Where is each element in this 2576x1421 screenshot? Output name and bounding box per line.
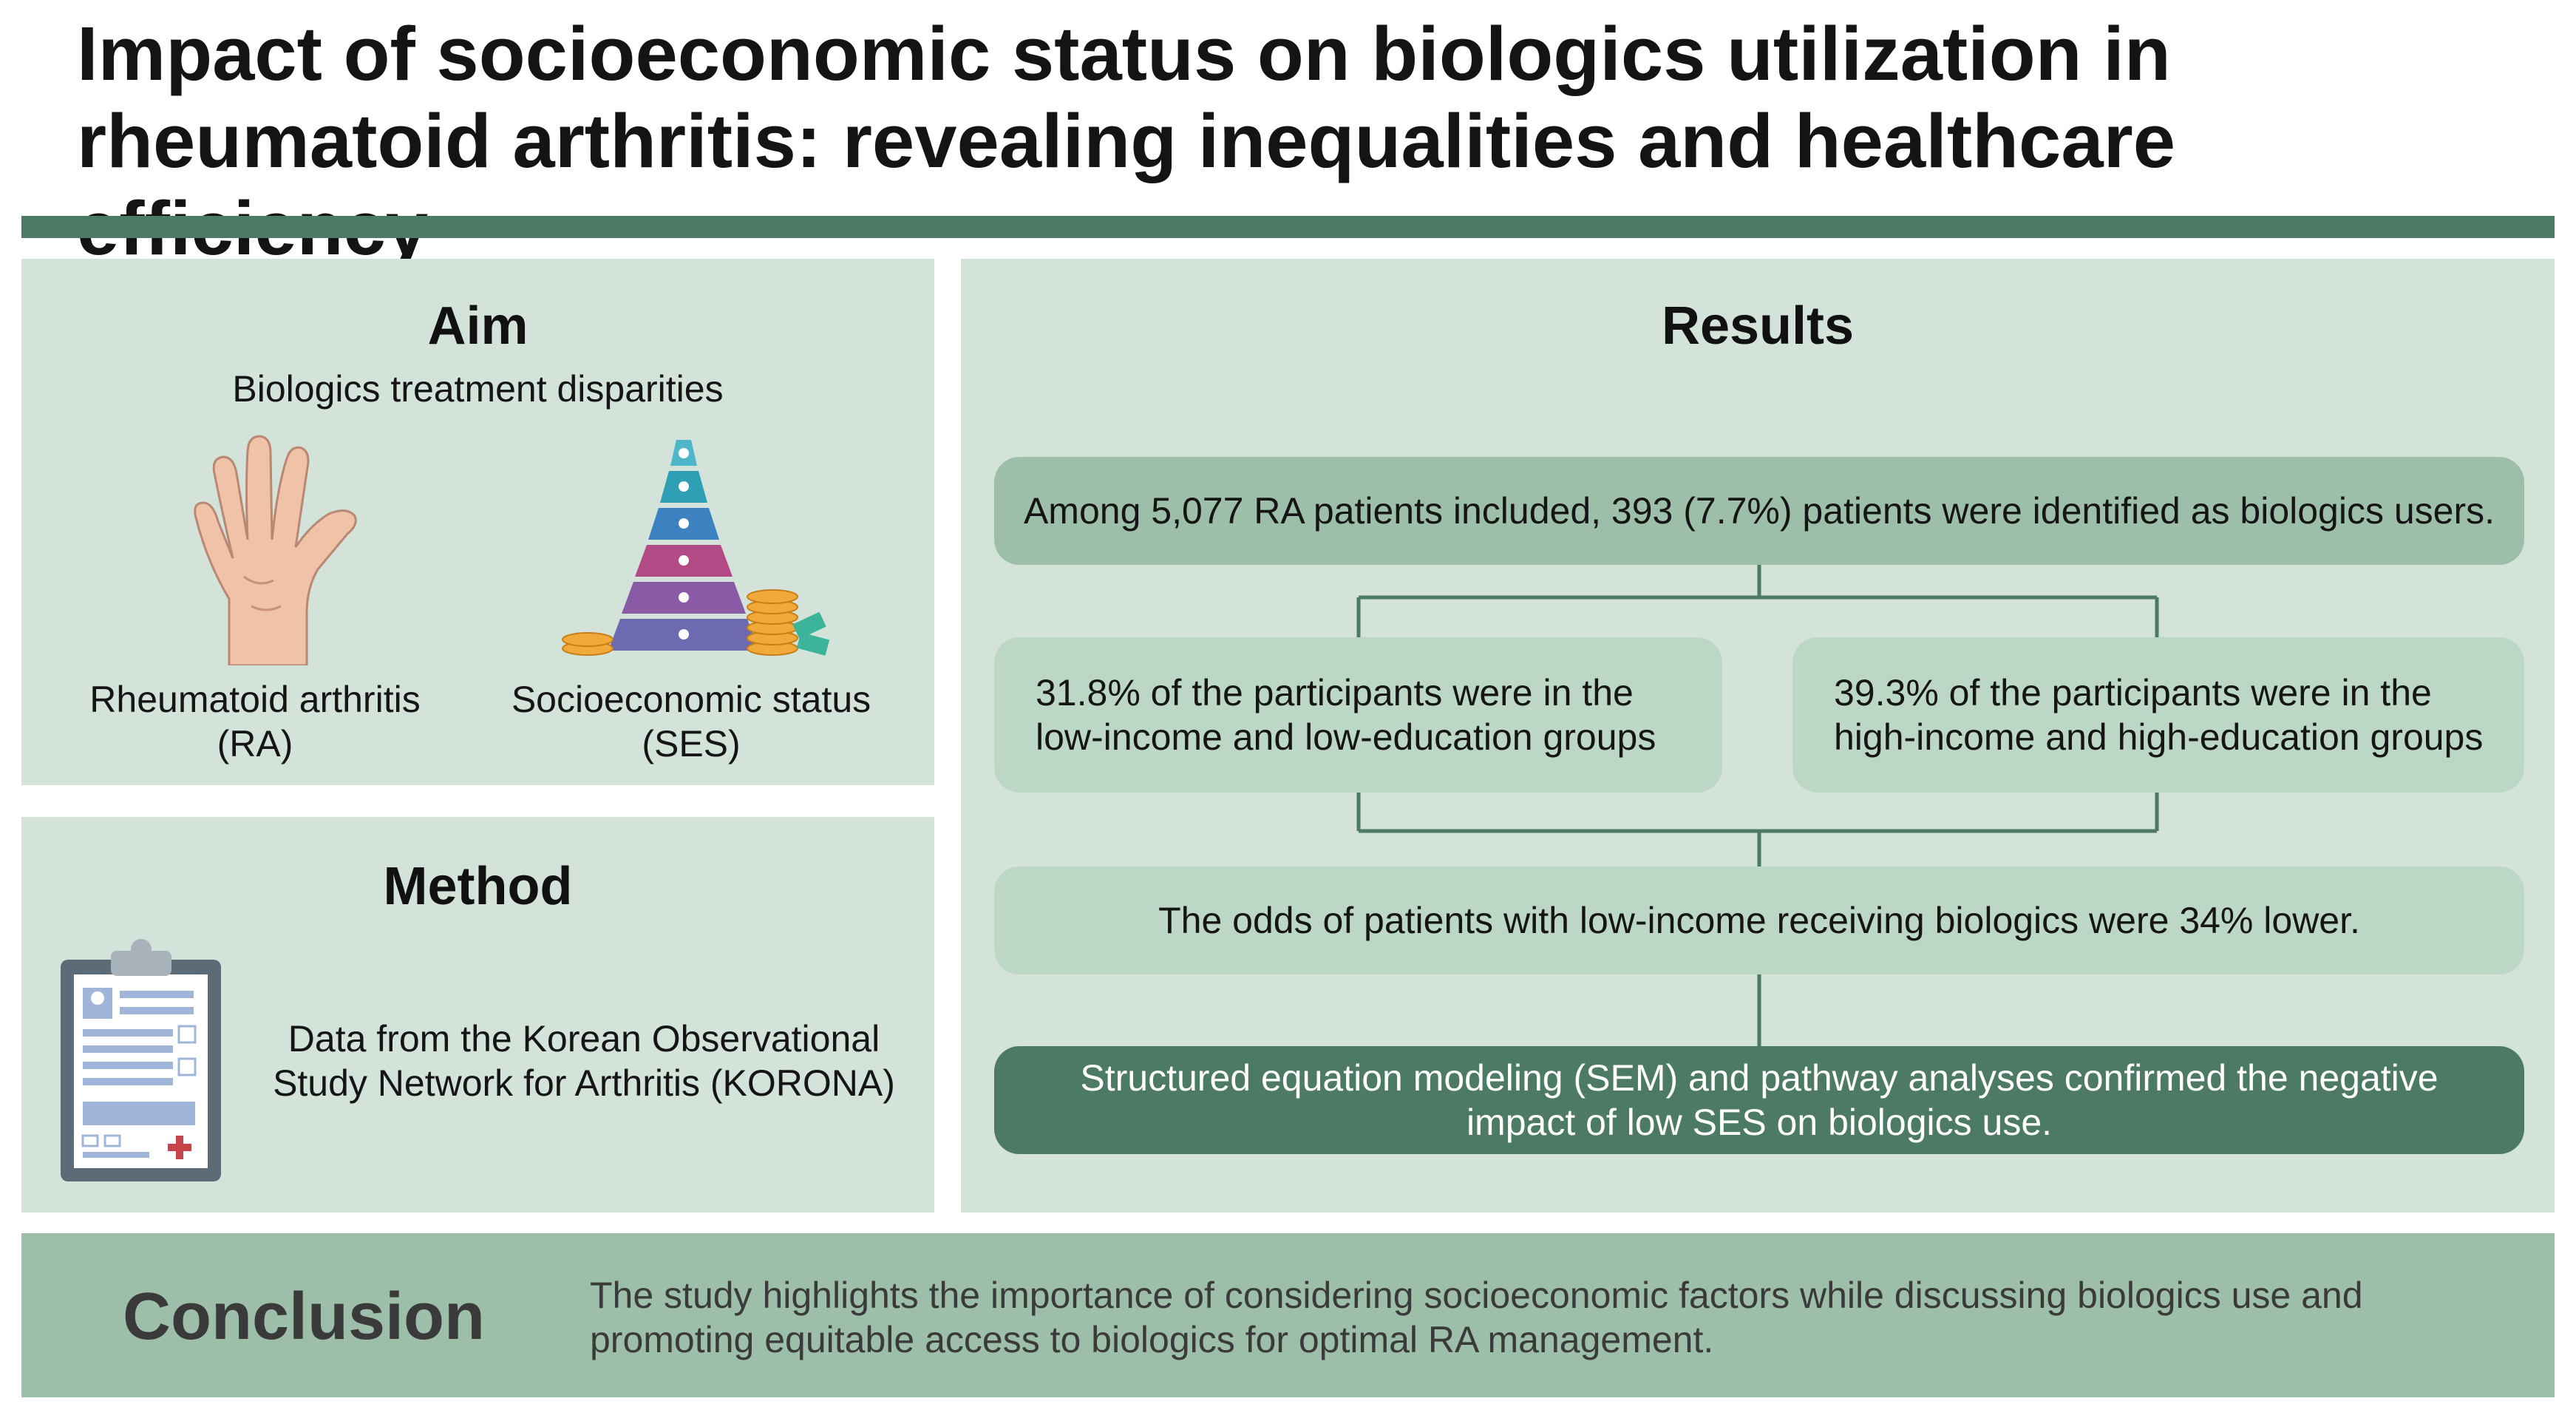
pyramid-icon	[562, 440, 830, 656]
title-line-1: Impact of socioeconomic status on biolog…	[77, 11, 2171, 96]
result-box-sem: Structured equation modeling (SEM) and p…	[994, 1046, 2524, 1154]
result-high-line-2: high-income and high-education groups	[1834, 716, 2484, 758]
result-low-line-1: 31.8% of the participants were in the	[1036, 672, 1634, 713]
conclusion-panel	[21, 1233, 2555, 1397]
result-included-text: Among 5,077 RA patients included, 393 (7…	[1023, 490, 2495, 532]
ra-label-line-1: Rheumatoid arthritis	[89, 679, 421, 720]
result-sem-line-1: Structured equation modeling (SEM) and p…	[1080, 1057, 2439, 1099]
conclusion-label: Conclusion	[123, 1280, 485, 1354]
ses-label-line-1: Socioeconomic status	[511, 679, 871, 720]
hand-icon	[194, 435, 357, 665]
result-sem-line-2: impact of low SES on biologics use.	[1466, 1102, 2053, 1143]
result-box-low-income: 31.8% of the participants were in the lo…	[994, 637, 1722, 793]
result-low-line-2: low-income and low-education groups	[1036, 716, 1656, 758]
result-box-included: Among 5,077 RA patients included, 393 (7…	[994, 457, 2524, 565]
clipboard-icon	[61, 939, 221, 1181]
ra-label-line-2: (RA)	[217, 723, 293, 764]
page-title: Impact of socioeconomic status on biolog…	[77, 10, 2516, 272]
results-heading: Results	[1661, 296, 1855, 356]
conclusion-text: The study highlights the importance of c…	[590, 1273, 2482, 1362]
title-divider	[21, 216, 2555, 238]
aim-heading: Aim	[427, 296, 529, 356]
conclusion-line-2: promoting equitable access to biologics …	[590, 1319, 1714, 1360]
result-odds-text: The odds of patients with low-income rec…	[1158, 900, 2360, 941]
method-heading: Method	[383, 857, 573, 916]
method-text-line-2: Study Network for Arthritis (KORONA)	[273, 1062, 895, 1104]
conclusion-line-1: The study highlights the importance of c…	[590, 1275, 2363, 1316]
title-line-2: rheumatoid arthritis: revealing inequali…	[77, 98, 2175, 271]
result-high-line-1: 39.3% of the participants were in the	[1834, 672, 2432, 713]
method-text: Data from the Korean Observational Study…	[244, 1017, 924, 1105]
result-box-odds: The odds of patients with low-income rec…	[994, 866, 2524, 974]
aim-panel	[21, 259, 934, 785]
aim-subtitle: Biologics treatment disparities	[232, 368, 724, 410]
result-box-high-income: 39.3% of the participants were in the hi…	[1792, 637, 2524, 793]
ra-label: Rheumatoid arthritis (RA)	[44, 677, 466, 766]
ses-label-line-2: (SES)	[642, 723, 741, 764]
method-text-line-1: Data from the Korean Observational	[288, 1018, 880, 1059]
ses-label: Socioeconomic status (SES)	[480, 677, 902, 766]
